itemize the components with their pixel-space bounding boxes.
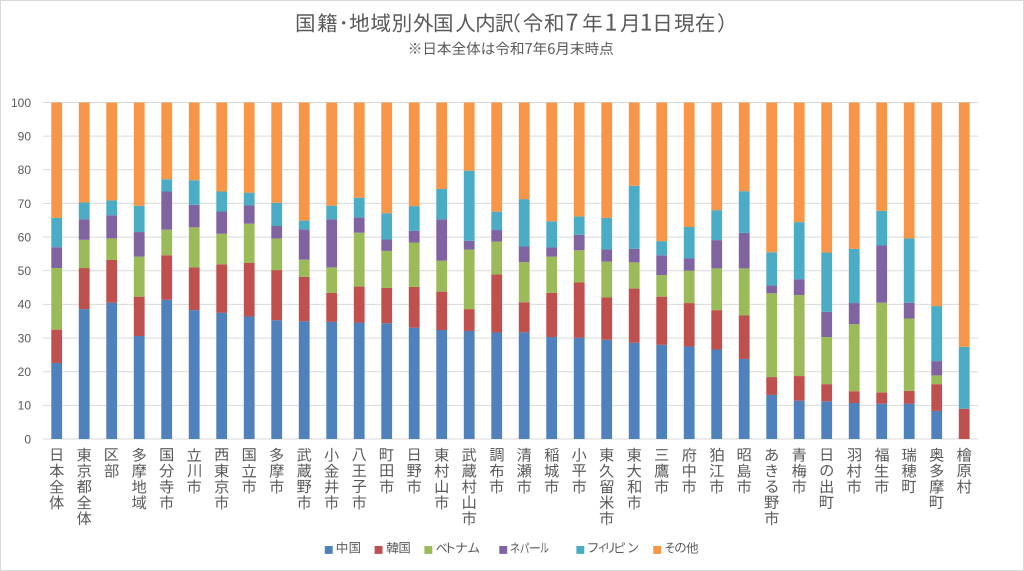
svg-text:60: 60 (18, 230, 32, 244)
svg-text:90: 90 (18, 129, 32, 143)
svg-text:0: 0 (24, 432, 31, 446)
svg-text:50: 50 (18, 264, 32, 278)
svg-text:20: 20 (18, 365, 32, 379)
svg-text:100: 100 (11, 96, 31, 110)
svg-text:10: 10 (18, 399, 32, 413)
svg-text:40: 40 (18, 298, 32, 312)
svg-text:70: 70 (18, 197, 32, 211)
svg-text:80: 80 (18, 163, 32, 177)
svg-text:30: 30 (18, 331, 32, 345)
